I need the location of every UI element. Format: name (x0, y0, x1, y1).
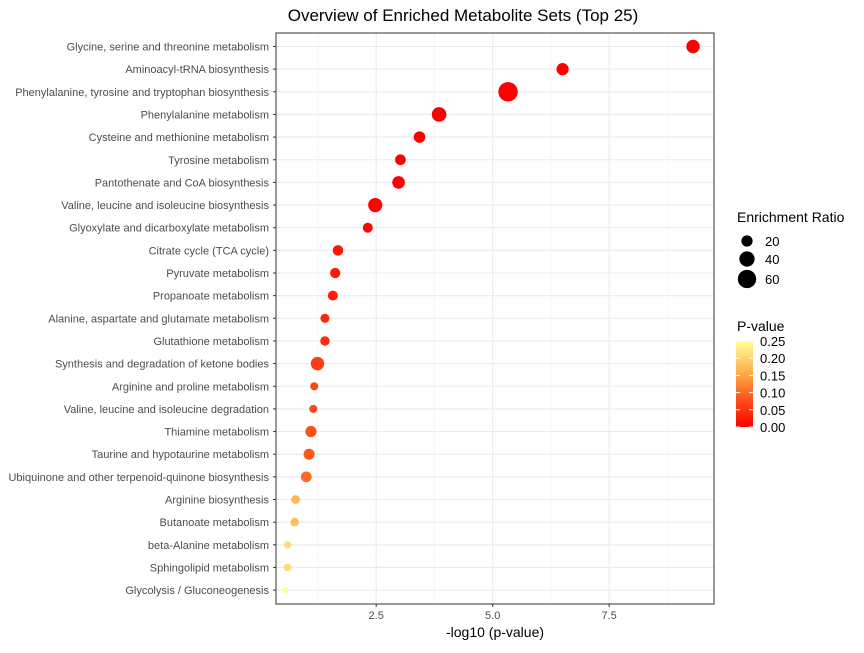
size-legend-dot (741, 235, 753, 247)
data-point (290, 517, 299, 527)
y-tick-label: beta-Alanine metabolism (148, 540, 269, 552)
x-axis-title: -log10 (p-value) (446, 624, 544, 640)
y-tick-label: Phenylalanine, tyrosine and tryptophan b… (15, 87, 269, 99)
y-tick-label: Arginine biosynthesis (165, 495, 269, 507)
x-tick-label: 5.0 (485, 610, 500, 622)
data-point (309, 404, 318, 413)
x-tick-label: 2.5 (369, 610, 384, 622)
y-tick-label: Butanoate metabolism (160, 517, 269, 529)
y-tick-label: Pyruvate metabolism (166, 268, 269, 280)
size-legend-dot (739, 251, 755, 267)
data-point (283, 541, 292, 549)
size-legend: Enrichment Ratio 20 40 60 (737, 209, 845, 289)
data-point (310, 382, 319, 391)
chart-title: Overview of Enriched Metabolite Sets (To… (288, 6, 639, 25)
data-point (330, 267, 341, 279)
data-point (303, 448, 315, 460)
y-tick-label: Synthesis and degradation of ketone bodi… (55, 359, 270, 371)
y-tick-labels: Glycine, serine and threonine metabolism… (8, 42, 276, 597)
y-tick-label: Thiamine metabolism (164, 427, 269, 439)
size-legend-label: 40 (765, 252, 779, 267)
color-legend-title: P-value (737, 318, 785, 334)
data-point (413, 131, 426, 143)
data-point (392, 176, 405, 189)
data-point (282, 586, 289, 594)
data-point (686, 39, 700, 54)
data-point (320, 336, 330, 346)
color-legend-label: 0.20 (760, 351, 785, 366)
y-tick-label: Tyrosine metabolism (168, 155, 269, 167)
y-tick-label: Taurine and hypotaurine metabolism (92, 449, 269, 461)
size-legend-dot (737, 269, 757, 289)
data-point (310, 356, 325, 371)
data-point (395, 154, 406, 166)
data-point (362, 222, 373, 233)
data-point (327, 290, 338, 301)
y-tick-label: Glutathione metabolism (153, 336, 269, 348)
color-legend-bar (736, 341, 753, 427)
y-tick-label: Glycine, serine and threonine metabolism (67, 42, 269, 54)
y-tick-label: Cysteine and methionine metabolism (89, 132, 269, 144)
data-point (283, 563, 292, 572)
x-tick-label: 7.5 (602, 610, 617, 622)
y-tick-label: Aminoacyl-tRNA biosynthesis (125, 64, 269, 76)
data-point (368, 197, 383, 213)
y-tick-label: Sphingolipid metabolism (150, 562, 269, 574)
y-tick-label: Phenylalanine metabolism (141, 109, 269, 121)
data-points (282, 39, 700, 594)
y-tick-label: Arginine and proline metabolism (112, 381, 269, 393)
data-point (556, 63, 569, 76)
y-tick-label: Pantothenate and CoA biosynthesis (95, 177, 270, 189)
size-legend-label: 20 (765, 234, 779, 249)
y-tick-label: Alanine, aspartate and glutamate metabol… (48, 313, 269, 325)
size-legend-label: 60 (765, 272, 779, 287)
color-legend-label: 0.00 (760, 420, 785, 435)
grid-lines (276, 33, 714, 604)
data-point (498, 82, 518, 102)
data-point (320, 313, 330, 323)
color-legend-label: 0.10 (760, 386, 785, 401)
color-legend-label: 0.05 (760, 403, 785, 418)
y-tick-label: Citrate cycle (TCA cycle) (149, 245, 269, 257)
y-tick-label: Propanoate metabolism (153, 291, 269, 303)
size-legend-title: Enrichment Ratio (737, 209, 845, 225)
color-legend-label: 0.25 (760, 334, 785, 349)
color-legend: P-value 0.25 0.20 0.15 0.10 0.05 0.00 (736, 318, 785, 435)
y-tick-label: Valine, leucine and isoleucine biosynthe… (61, 200, 269, 212)
y-tick-label: Valine, leucine and isoleucine degradati… (64, 404, 269, 416)
x-ticks: 2.5 5.0 7.5 (369, 604, 617, 622)
data-point (305, 425, 317, 438)
data-point (300, 471, 312, 483)
y-tick-label: Glyoxylate and dicarboxylate metabolism (69, 223, 269, 235)
y-tick-label: Ubiquinone and other terpenoid-quinone b… (8, 472, 269, 484)
data-point (291, 495, 300, 504)
data-point (332, 245, 344, 256)
data-point (431, 107, 447, 122)
y-tick-label: Glycolysis / Gluconeogenesis (125, 585, 269, 597)
color-legend-label: 0.15 (760, 368, 785, 383)
